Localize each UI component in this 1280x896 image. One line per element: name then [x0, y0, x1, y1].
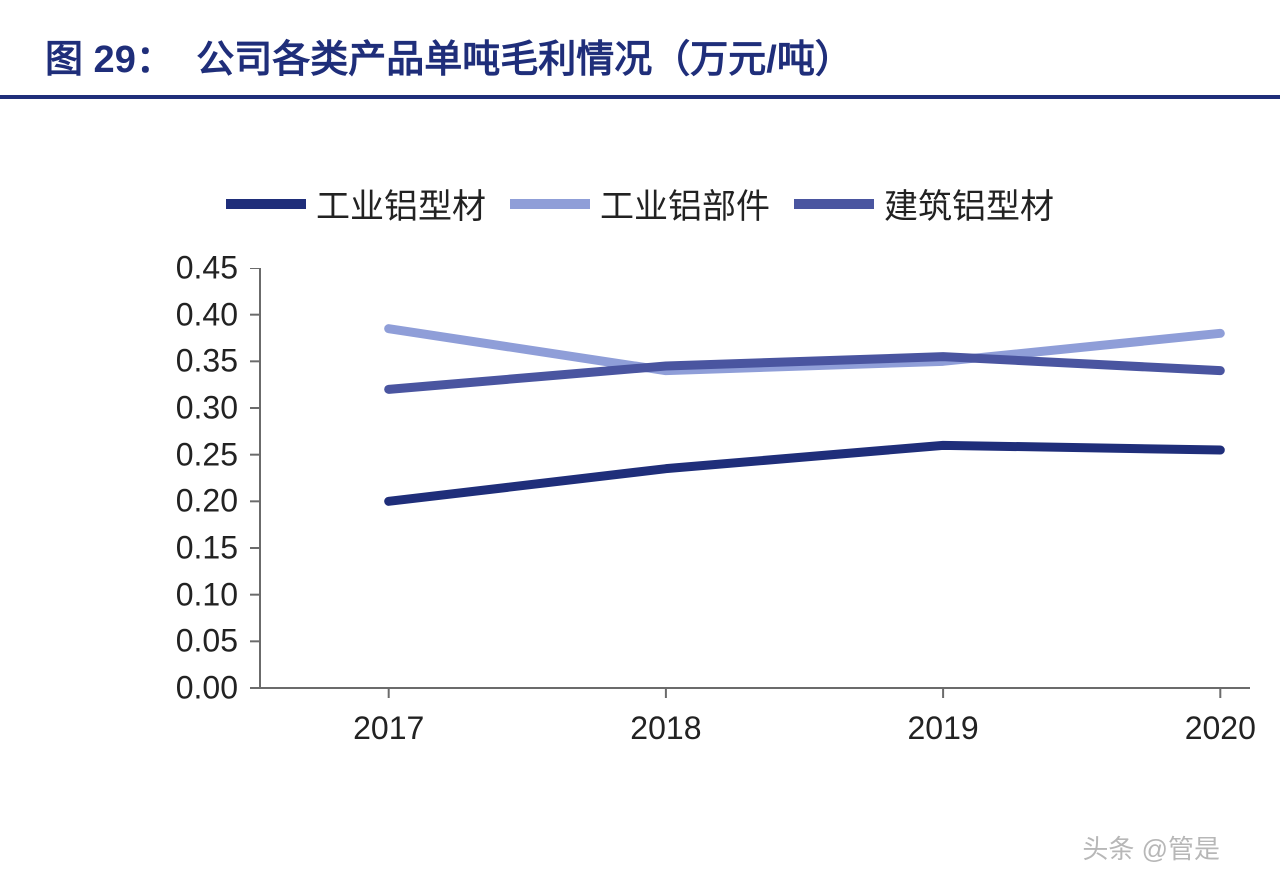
y-tick-label: 0.10 [40, 576, 238, 613]
y-tick-label: 0.30 [40, 390, 238, 427]
legend-label: 工业铝部件 [600, 179, 770, 228]
y-tick-label: 0.05 [40, 623, 238, 660]
legend-swatch [794, 199, 874, 209]
title-main: 公司各类产品单吨毛利情况（万元/吨） [196, 39, 853, 81]
watermark: 头条 @管是 [1082, 829, 1220, 866]
title-prefix: 图 29： [45, 39, 174, 81]
y-tick-label: 0.00 [40, 670, 238, 707]
y-tick-label: 0.20 [40, 483, 238, 520]
x-tick-label: 2019 [908, 710, 979, 747]
y-tick-label: 0.40 [40, 296, 238, 333]
x-tick-label: 2017 [353, 710, 424, 747]
legend-label: 工业铝型材 [316, 179, 486, 228]
legend-swatch [510, 199, 590, 209]
legend-item: 建筑铝型材 [794, 179, 1054, 228]
series-line [389, 445, 1221, 501]
legend: 工业铝型材 工业铝部件 建筑铝型材 [0, 179, 1280, 228]
legend-item: 工业铝型材 [226, 179, 486, 228]
legend-label: 建筑铝型材 [884, 179, 1054, 228]
y-tick-label: 0.15 [40, 530, 238, 567]
y-tick-label: 0.45 [40, 250, 238, 287]
x-tick-label: 2018 [630, 710, 701, 747]
series-line [389, 357, 1221, 390]
y-tick-label: 0.35 [40, 343, 238, 380]
y-tick-label: 0.25 [40, 436, 238, 473]
legend-swatch [226, 199, 306, 209]
legend-item: 工业铝部件 [510, 179, 770, 228]
x-tick-label: 2020 [1185, 710, 1256, 747]
title-bar: 图 29： 公司各类产品单吨毛利情况（万元/吨） [0, 0, 1280, 99]
chart-area: 0.000.050.100.150.200.250.300.350.400.45… [40, 268, 1240, 793]
